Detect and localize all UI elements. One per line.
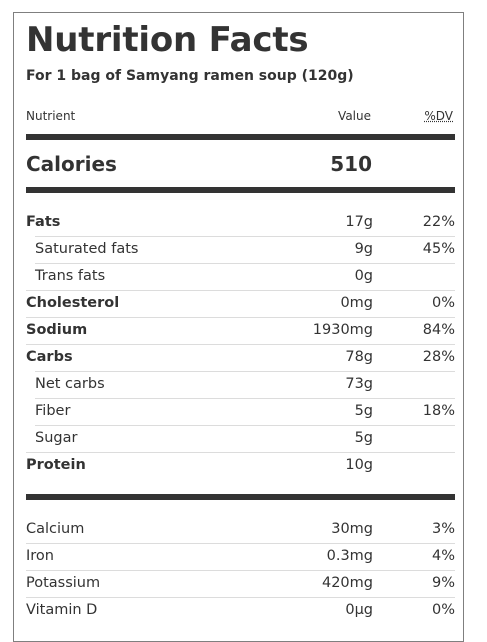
row-divider — [26, 452, 455, 453]
serving-subtitle: For 1 bag of Samyang ramen soup (120g) — [26, 68, 354, 84]
nutrient-name: Iron — [26, 548, 54, 564]
row-divider — [35, 236, 455, 237]
nutrient-name: Trans fats — [35, 268, 106, 284]
table-row: Saturated fats 9g 45% — [26, 237, 455, 264]
macronutrient-list: Fats 17g 22% Saturated fats 9g 45% Trans fats 0… — [26, 210, 455, 480]
thick-divider — [26, 134, 455, 140]
nutrient-value: 5g — [354, 403, 373, 419]
table-row: Vitamin D 0μg 0% — [26, 598, 455, 625]
table-row: Fiber 5g 18% — [26, 399, 455, 426]
table-row: Sugar 5g — [26, 426, 455, 453]
nutrient-name: Cholesterol — [26, 295, 120, 311]
daily-value-column-header: %DV — [424, 109, 453, 123]
row-divider — [26, 570, 455, 571]
nutrient-value: 1930mg — [312, 322, 373, 338]
nutrition-facts-panel: Nutrition Facts For 1 bag of Samyang ram… — [13, 12, 464, 642]
nutrient-name: Fiber — [35, 403, 71, 419]
micronutrient-list: Calcium 30mg 3% Iron 0.3mg 4% Potassium 420mg 9%… — [26, 517, 455, 625]
table-row: Trans fats 0g — [26, 264, 455, 291]
nutrient-daily-value: 0% — [431, 295, 455, 311]
table-row: Calcium 30mg 3% — [26, 517, 455, 544]
nutrient-daily-value: 4% — [431, 548, 455, 564]
nutrient-value: 420mg — [321, 575, 373, 591]
nutrient-name: Fats — [26, 214, 61, 230]
calories-label: Calories — [26, 152, 117, 176]
thick-divider — [26, 187, 455, 193]
row-divider — [35, 398, 455, 399]
nutrient-value: 78g — [345, 349, 373, 365]
nutrient-name: Saturated fats — [35, 241, 139, 257]
nutrient-name: Sodium — [26, 322, 88, 338]
row-divider — [26, 543, 455, 544]
row-divider — [26, 344, 455, 345]
value-column-header: Value — [338, 109, 371, 123]
row-divider — [35, 263, 455, 264]
nutrient-value: 0μg — [345, 602, 373, 618]
nutrient-daily-value: 84% — [422, 322, 455, 338]
table-row: Net carbs 73g — [26, 372, 455, 399]
row-divider — [35, 371, 455, 372]
table-row: Sodium 1930mg 84% — [26, 318, 455, 345]
table-row: Carbs 78g 28% — [26, 345, 455, 372]
thick-divider — [26, 494, 455, 500]
nutrient-column-header: Nutrient — [26, 109, 76, 123]
nutrient-value: 17g — [345, 214, 373, 230]
table-row: Cholesterol 0mg 0% — [26, 291, 455, 318]
row-divider — [35, 425, 455, 426]
nutrient-name: Sugar — [35, 430, 78, 446]
table-row: Potassium 420mg 9% — [26, 571, 455, 598]
nutrient-value: 10g — [345, 457, 373, 473]
nutrient-value: 0.3mg — [326, 548, 373, 564]
nutrient-value: 5g — [354, 430, 373, 446]
table-row: Iron 0.3mg 4% — [26, 544, 455, 571]
nutrient-value: 9g — [354, 241, 373, 257]
nutrient-daily-value: 3% — [431, 521, 455, 537]
nutrient-value: 0mg — [340, 295, 373, 311]
nutrient-name: Vitamin D — [26, 602, 98, 618]
nutrient-value: 0g — [354, 268, 373, 284]
table-row: Protein 10g — [26, 453, 455, 480]
table-row: Fats 17g 22% — [26, 210, 455, 237]
nutrient-name: Net carbs — [35, 376, 105, 392]
calories-value: 510 — [330, 152, 372, 176]
nutrient-daily-value: 45% — [422, 241, 455, 257]
row-divider — [26, 317, 455, 318]
nutrient-daily-value: 22% — [422, 214, 455, 230]
row-divider — [26, 597, 455, 598]
page-title: Nutrition Facts — [26, 20, 309, 60]
nutrient-name: Potassium — [26, 575, 101, 591]
nutrient-name: Protein — [26, 457, 86, 473]
nutrient-value: 30mg — [331, 521, 373, 537]
nutrient-daily-value: 28% — [422, 349, 455, 365]
row-divider — [26, 290, 455, 291]
nutrient-daily-value: 0% — [431, 602, 455, 618]
nutrient-name: Carbs — [26, 349, 73, 365]
nutrient-value: 73g — [345, 376, 373, 392]
nutrient-daily-value: 18% — [422, 403, 455, 419]
nutrient-name: Calcium — [26, 521, 85, 537]
nutrient-daily-value: 9% — [431, 575, 455, 591]
